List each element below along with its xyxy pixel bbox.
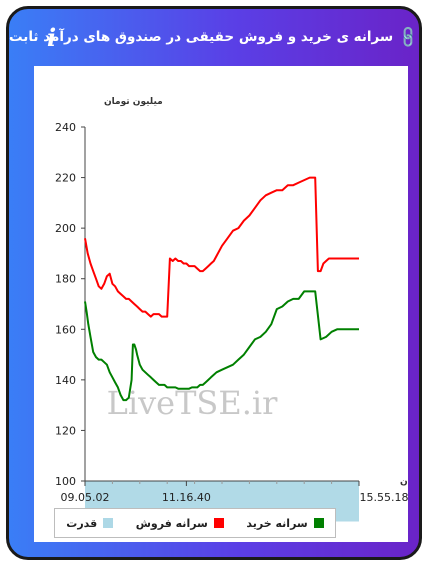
y-tick-label: 200 bbox=[55, 222, 76, 235]
x-axis-label: زمان bbox=[400, 477, 408, 487]
y-tick-label: 240 bbox=[55, 121, 76, 134]
legend-swatch-power bbox=[103, 518, 114, 528]
x-tick-label: 09.05.02 bbox=[61, 491, 110, 504]
y-tick-label: 160 bbox=[55, 323, 76, 336]
x-tick-label: 11.16.40 bbox=[162, 491, 211, 504]
legend-label-buy: سرانه خرید bbox=[246, 516, 308, 530]
y-tick-label: 220 bbox=[55, 172, 76, 185]
x-tick-label: 15.55.18 bbox=[360, 491, 408, 504]
watermark: LiveTSE.ir bbox=[107, 384, 279, 422]
series-line-buy bbox=[84, 290, 359, 402]
legend-label-power: قدرت bbox=[66, 516, 98, 530]
legend-item-buy[interactable]: سرانه خرید bbox=[246, 516, 324, 530]
card-header: 🔗 سرانه ی خرید و فروش حقیقی در صندوق های… bbox=[9, 9, 419, 65]
legend-item-sell[interactable]: سرانه فروش bbox=[136, 517, 224, 530]
legend-swatch-buy bbox=[313, 518, 324, 528]
info-icon[interactable]: i bbox=[47, 23, 57, 52]
chart-panel: میلیون تومان زمان LiveTSE.ir 100 120 140 16… bbox=[34, 66, 419, 542]
series-line-sell bbox=[84, 176, 359, 318]
y-tick-label: 180 bbox=[55, 273, 76, 286]
legend-swatch-sell bbox=[213, 518, 224, 528]
y-tick-label: 140 bbox=[55, 374, 76, 387]
y-axis-label: میلیون تومان bbox=[104, 97, 163, 107]
link-icon[interactable]: 🔗 bbox=[395, 24, 422, 50]
chart-title: سرانه ی خرید و فروش حقیقی در صندوق های د… bbox=[9, 29, 394, 45]
y-tick-label: 100 bbox=[55, 475, 76, 488]
chart-legend: سرانه خرید سرانه فروش قدرت bbox=[54, 508, 336, 538]
plot-area: 100 120 140 160 180 200 220 240 09.05.02 11.16.40… bbox=[55, 121, 408, 527]
line-chart: میلیون تومان زمان LiveTSE.ir 100 120 140 16… bbox=[55, 97, 419, 527]
y-tick-label: 120 bbox=[55, 424, 76, 437]
legend-label-sell: سرانه فروش bbox=[135, 516, 208, 530]
legend-item-power[interactable]: قدرت bbox=[66, 516, 114, 530]
chart-card: 🔗 سرانه ی خرید و فروش حقیقی در صندوق های… bbox=[6, 6, 422, 560]
